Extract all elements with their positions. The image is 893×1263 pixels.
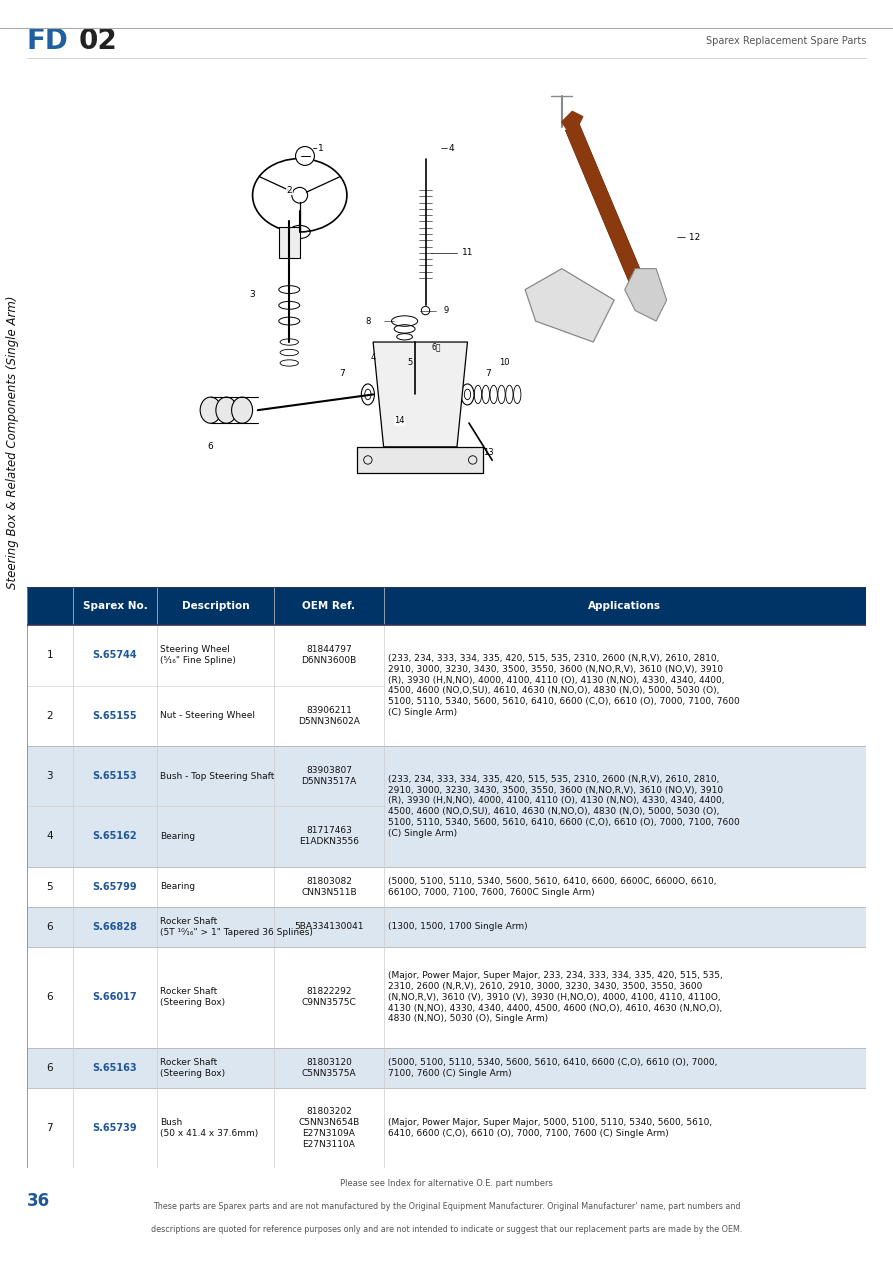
- Text: S.65799: S.65799: [93, 882, 138, 892]
- Text: 5: 5: [46, 882, 54, 892]
- Text: 4: 4: [371, 354, 376, 362]
- Bar: [27, 907, 866, 947]
- Text: Nut - Steering Wheel: Nut - Steering Wheel: [160, 711, 255, 720]
- Text: (5000, 5100, 5110, 5340, 5600, 5610, 6410, 6600 (C,O), 6610 (O), 7000,
7100, 760: (5000, 5100, 5110, 5340, 5600, 5610, 641…: [388, 1058, 717, 1077]
- Text: 5: 5: [407, 359, 413, 368]
- Text: Rocker Shaft
(Steering Box): Rocker Shaft (Steering Box): [160, 1057, 225, 1077]
- Text: 81822292
C9NN3575C: 81822292 C9NN3575C: [302, 988, 356, 1008]
- Text: Bearing: Bearing: [160, 882, 196, 892]
- Text: 8: 8: [365, 317, 371, 326]
- Text: — 12: — 12: [677, 232, 700, 241]
- Text: 6ᴯ: 6ᴯ: [431, 342, 441, 352]
- Text: 81803120
C5NN3575A: 81803120 C5NN3575A: [302, 1057, 356, 1077]
- Text: 10: 10: [499, 359, 509, 368]
- Text: 6: 6: [46, 922, 54, 932]
- Text: S.66017: S.66017: [93, 993, 138, 1003]
- Text: (Major, Power Major, Super Major, 233, 234, 333, 334, 335, 420, 515, 535,
2310, : (Major, Power Major, Super Major, 233, 2…: [388, 971, 722, 1023]
- Text: Applications: Applications: [588, 601, 662, 611]
- Text: 81803202
C5NN3N654B
E27N3109A
E27N3110A: 81803202 C5NN3N654B E27N3109A E27N3110A: [298, 1106, 360, 1149]
- Ellipse shape: [461, 384, 474, 405]
- Text: OEM Ref.: OEM Ref.: [303, 601, 355, 611]
- Text: 83903807
D5NN3517A: 83903807 D5NN3517A: [301, 765, 356, 786]
- Text: 1: 1: [46, 650, 54, 661]
- Text: Rocker Shaft
(5T ¹⁰⁄₁₆" > 1" Tapered 36 Splines): Rocker Shaft (5T ¹⁰⁄₁₆" > 1" Tapered 36 …: [160, 917, 313, 937]
- Text: (5000, 5100, 5110, 5340, 5600, 5610, 6410, 6600, 6600C, 6600O, 6610,
6610O, 7000: (5000, 5100, 5110, 5340, 5600, 5610, 641…: [388, 877, 716, 897]
- Text: These parts are Sparex parts and are not manufactured by the Original Equipment : These parts are Sparex parts and are not…: [153, 1202, 740, 1211]
- Bar: [357, 447, 483, 474]
- Text: S.65744: S.65744: [93, 650, 138, 661]
- Text: 4: 4: [46, 831, 54, 841]
- Ellipse shape: [216, 397, 237, 423]
- Text: 7: 7: [46, 1123, 54, 1133]
- Text: Sparex Replacement Spare Parts: Sparex Replacement Spare Parts: [705, 37, 866, 45]
- Bar: [27, 1047, 866, 1087]
- Text: 2: 2: [287, 186, 292, 195]
- Text: 36: 36: [27, 1192, 50, 1210]
- Text: (Major, Power Major, Super Major, 5000, 5100, 5110, 5340, 5600, 5610,
6410, 6600: (Major, Power Major, Super Major, 5000, …: [388, 1118, 712, 1138]
- Text: S.65153: S.65153: [93, 770, 138, 781]
- Polygon shape: [373, 342, 467, 447]
- Circle shape: [296, 147, 314, 165]
- Text: Steering Box & Related Components (Single Arm): Steering Box & Related Components (Singl…: [6, 296, 19, 589]
- Text: 1: 1: [318, 144, 323, 153]
- Text: 4: 4: [449, 144, 455, 153]
- Text: 3: 3: [250, 290, 255, 299]
- Text: Bearing: Bearing: [160, 832, 196, 841]
- Text: 6: 6: [46, 1062, 54, 1072]
- Bar: [27, 1087, 866, 1168]
- Bar: [27, 746, 866, 866]
- Text: 6: 6: [46, 993, 54, 1003]
- Text: (233, 234, 333, 334, 335, 420, 515, 535, 2310, 2600 (N,R,V), 2610, 2810,
2910, 3: (233, 234, 333, 334, 335, 420, 515, 535,…: [388, 774, 739, 837]
- Polygon shape: [625, 269, 667, 321]
- Polygon shape: [562, 111, 583, 138]
- Bar: [27, 587, 866, 625]
- Text: Description: Description: [182, 601, 249, 611]
- Text: 3: 3: [46, 770, 54, 781]
- Text: (233, 234, 333, 334, 335, 420, 515, 535, 2310, 2600 (N,R,V), 2610, 2810,
2910, 3: (233, 234, 333, 334, 335, 420, 515, 535,…: [388, 654, 739, 717]
- Bar: [27, 625, 866, 746]
- Text: 81717463
E1ADKN3556: 81717463 E1ADKN3556: [299, 826, 359, 846]
- Polygon shape: [525, 269, 614, 342]
- Text: 9: 9: [444, 306, 449, 314]
- Text: S.65739: S.65739: [93, 1123, 138, 1133]
- Text: 2: 2: [46, 711, 54, 721]
- Text: Sparex No.: Sparex No.: [82, 601, 147, 611]
- Bar: [27, 866, 866, 907]
- Text: (1300, 1500, 1700 Single Arm): (1300, 1500, 1700 Single Arm): [388, 922, 528, 931]
- Bar: [27, 947, 866, 1047]
- Ellipse shape: [362, 384, 374, 405]
- Text: 14: 14: [394, 416, 405, 426]
- Text: FD: FD: [27, 27, 69, 56]
- Text: 13: 13: [483, 447, 494, 457]
- Text: 81844797
D6NN3600B: 81844797 D6NN3600B: [301, 645, 356, 666]
- Text: Bush
(50 x 41.4 x 37.6mm): Bush (50 x 41.4 x 37.6mm): [160, 1118, 258, 1138]
- Text: S.66828: S.66828: [93, 922, 138, 932]
- Text: 5BA334130041: 5BA334130041: [294, 922, 363, 931]
- Text: Rocker Shaft
(Steering Box): Rocker Shaft (Steering Box): [160, 988, 225, 1008]
- Text: S.65162: S.65162: [93, 831, 138, 841]
- Text: 7: 7: [338, 369, 345, 378]
- Text: S.65163: S.65163: [93, 1062, 138, 1072]
- Ellipse shape: [231, 397, 253, 423]
- Text: 83906211
D5NN3N602A: 83906211 D5NN3N602A: [298, 706, 360, 726]
- Text: 6: 6: [208, 442, 213, 451]
- Bar: [279, 227, 300, 258]
- Text: 81803082
CNN3N511B: 81803082 CNN3N511B: [301, 877, 357, 897]
- Text: Steering Wheel
(⁵⁄₁₆" Fine Spline): Steering Wheel (⁵⁄₁₆" Fine Spline): [160, 645, 236, 666]
- Ellipse shape: [200, 397, 221, 423]
- Text: descriptions are quoted for reference purposes only and are not intended to indi: descriptions are quoted for reference pu…: [151, 1225, 742, 1234]
- Text: 7: 7: [486, 369, 491, 378]
- Text: 11: 11: [462, 249, 473, 258]
- Text: Bush - Top Steering Shaft: Bush - Top Steering Shaft: [160, 772, 275, 781]
- Text: Please see Index for alternative O.E. part numbers: Please see Index for alternative O.E. pa…: [340, 1180, 553, 1188]
- Text: S.65155: S.65155: [93, 711, 138, 721]
- Text: 02: 02: [79, 27, 118, 56]
